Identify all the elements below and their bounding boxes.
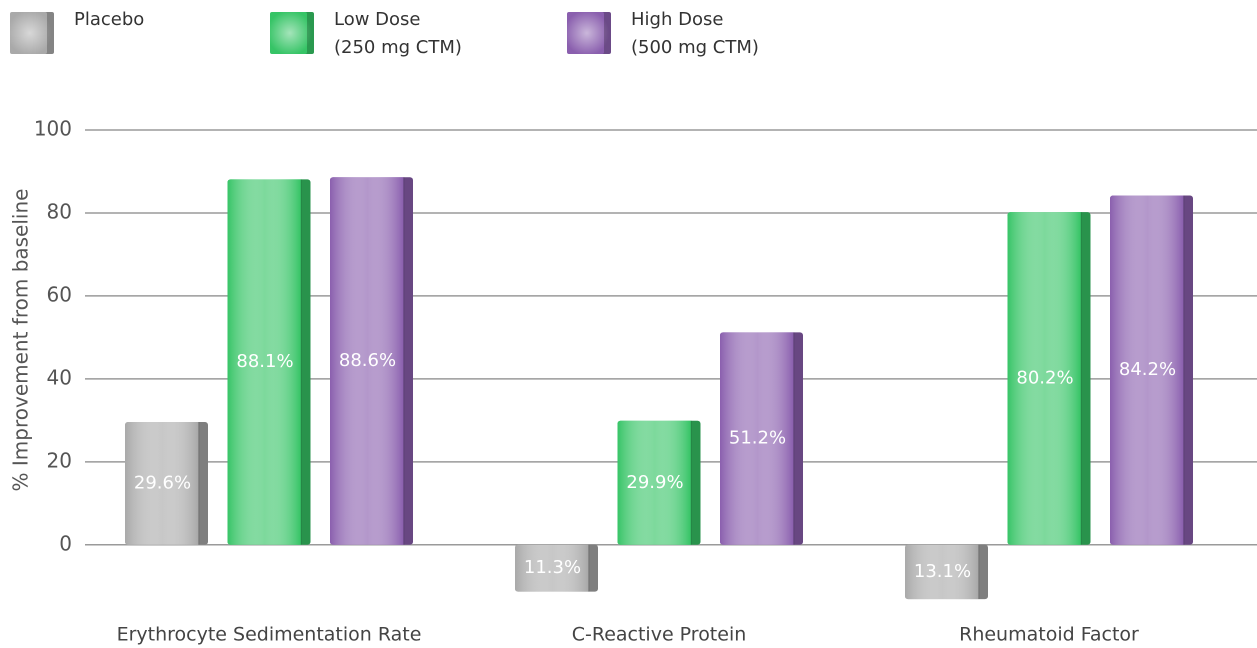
data-label: 88.1% [236,351,293,372]
bar-shade [515,544,598,592]
data-label: 80.2% [1016,367,1073,388]
bar-shade [125,422,208,545]
y-tick-label: 0 [59,531,72,555]
bar-shade [905,544,988,600]
legend-label: High Dose (500 mg CTM) [631,9,759,58]
data-label: 13.1% [914,561,971,582]
legend-swatch [270,12,314,54]
bar-shade [720,332,803,545]
y-tick-label: 60 [47,282,72,306]
data-label: 84.2% [1119,359,1176,380]
legend-label: Low Dose (250 mg CTM) [334,9,462,58]
bar-shade [330,177,413,545]
y-axis-label: % Improvement from baseline [9,189,33,492]
legend-label: Placebo [74,9,145,30]
legend-swatch [567,12,611,54]
x-tick-label: Rheumatoid Factor [959,624,1139,646]
x-tick-label: C-Reactive Protein [572,624,747,646]
bar-shade [617,420,701,545]
legend-item: Placebo [10,9,144,54]
bar-shade [227,179,311,545]
legend-item: Low Dose (250 mg CTM) [270,9,462,62]
data-label: 88.6% [339,350,396,371]
data-label: 11.3% [524,557,581,578]
data-label: 29.9% [626,472,683,493]
y-tick-label: 100 [34,117,72,141]
data-label: 51.2% [729,428,786,449]
bar-shade [1007,212,1091,545]
y-tick-label: 20 [47,448,72,472]
legend-swatch [10,12,54,54]
legend-item: High Dose (500 mg CTM) [567,9,759,62]
legend: Placebo Low Dose (250 mg CTM) High Dose (5… [0,0,1257,80]
y-tick-label: 80 [47,199,72,223]
y-tick-label: 40 [47,365,72,389]
bar-shade [1110,195,1193,545]
data-label: 29.6% [134,472,191,493]
x-tick-label: Erythrocyte Sedimentation Rate [117,624,422,646]
